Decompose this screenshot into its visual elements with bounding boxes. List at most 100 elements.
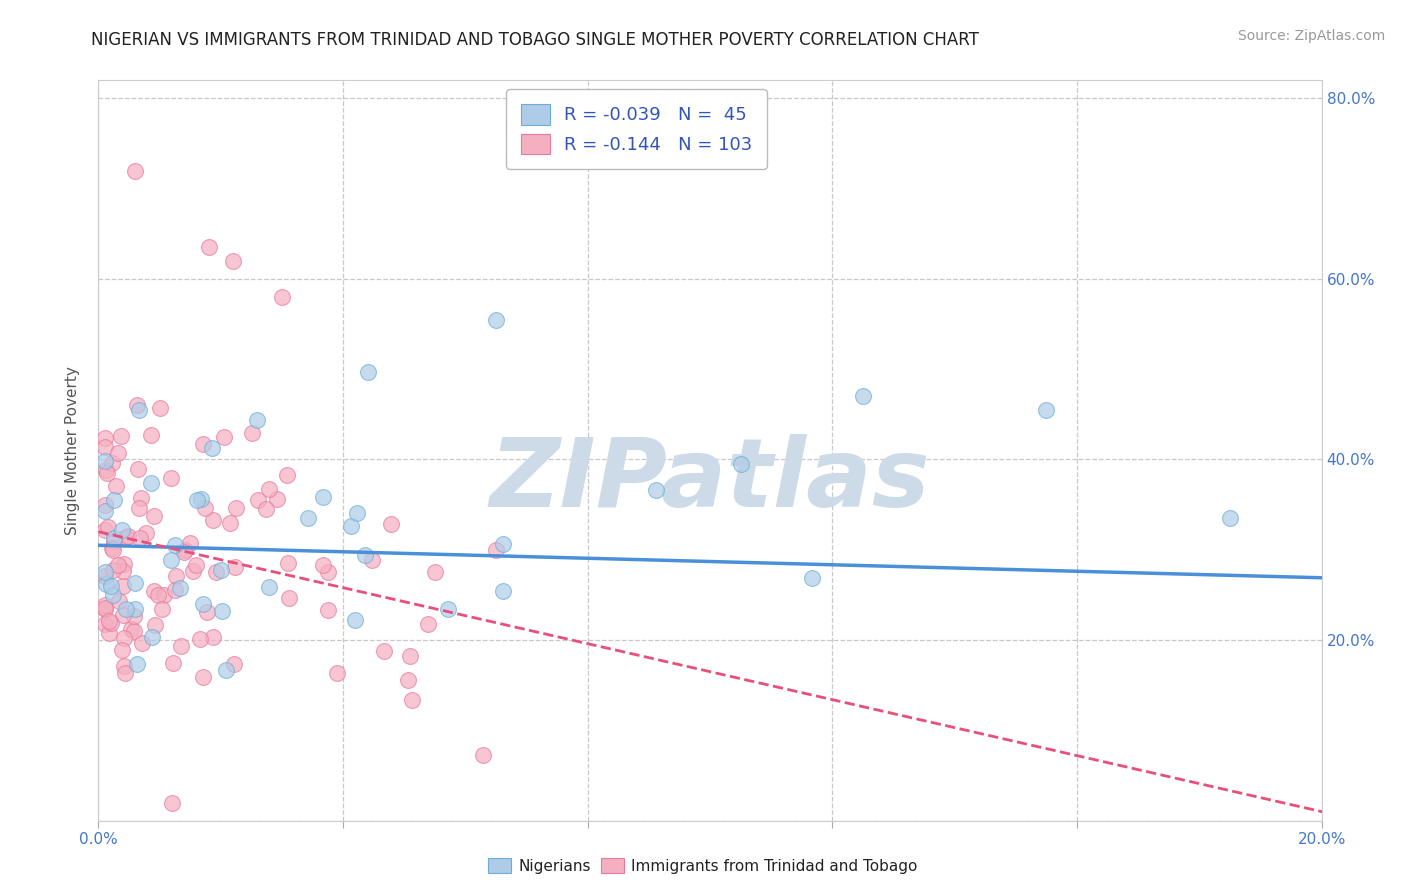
Point bbox=[93, 602, 115, 616]
Point bbox=[270, 290, 292, 304]
Point bbox=[491, 584, 513, 599]
Text: ZIPatlas: ZIPatlas bbox=[489, 434, 931, 526]
Point bbox=[240, 425, 263, 440]
Point bbox=[179, 535, 201, 549]
Point bbox=[94, 569, 117, 583]
Point bbox=[124, 576, 146, 591]
Point bbox=[318, 565, 340, 579]
Point bbox=[103, 588, 125, 602]
Point bbox=[111, 642, 134, 657]
Point bbox=[266, 491, 288, 506]
Point bbox=[94, 463, 117, 477]
Point bbox=[201, 441, 224, 455]
Point bbox=[472, 748, 495, 763]
Point bbox=[94, 440, 117, 454]
Point bbox=[139, 428, 162, 442]
Point bbox=[112, 608, 135, 623]
Point bbox=[218, 516, 240, 530]
Point bbox=[181, 564, 204, 578]
Point bbox=[128, 501, 150, 516]
Point bbox=[93, 565, 115, 579]
Point bbox=[165, 538, 187, 552]
Point bbox=[112, 579, 135, 593]
Point bbox=[215, 663, 238, 677]
Y-axis label: Single Mother Poverty: Single Mother Poverty bbox=[65, 366, 80, 535]
Point bbox=[143, 618, 166, 632]
Point bbox=[103, 492, 125, 507]
Point bbox=[97, 625, 120, 640]
Point bbox=[129, 491, 152, 505]
Point bbox=[190, 492, 212, 507]
Point bbox=[142, 584, 165, 599]
Point bbox=[124, 609, 146, 624]
Point bbox=[276, 468, 298, 483]
Point bbox=[93, 523, 115, 537]
Point bbox=[297, 510, 319, 524]
Point bbox=[111, 523, 134, 537]
Point bbox=[169, 581, 191, 595]
Point bbox=[101, 563, 124, 577]
Point bbox=[96, 466, 118, 480]
Point bbox=[1219, 511, 1241, 525]
Point bbox=[93, 453, 115, 467]
Point bbox=[93, 431, 115, 445]
Point bbox=[205, 565, 228, 579]
Point bbox=[191, 670, 214, 684]
Point bbox=[311, 558, 333, 572]
Legend: R = -0.039   N =  45, R = -0.144   N = 103: R = -0.039 N = 45, R = -0.144 N = 103 bbox=[506, 89, 766, 169]
Point bbox=[339, 519, 361, 533]
Point bbox=[380, 517, 402, 532]
Point bbox=[191, 597, 214, 611]
Point bbox=[112, 565, 135, 579]
Point bbox=[1035, 402, 1057, 417]
Point bbox=[277, 556, 299, 570]
Point bbox=[160, 470, 183, 484]
Point bbox=[257, 482, 280, 496]
Point bbox=[423, 566, 446, 580]
Point bbox=[93, 504, 115, 518]
Point bbox=[188, 632, 211, 646]
Point bbox=[214, 430, 236, 444]
Point bbox=[211, 604, 233, 618]
Point bbox=[160, 796, 183, 810]
Point bbox=[170, 639, 193, 653]
Point bbox=[129, 531, 152, 545]
Point bbox=[149, 401, 172, 416]
Point bbox=[142, 509, 165, 524]
Point bbox=[485, 542, 508, 557]
Point bbox=[107, 446, 129, 460]
Point bbox=[114, 665, 136, 680]
Point bbox=[101, 541, 124, 555]
Point bbox=[852, 389, 875, 403]
Point bbox=[201, 630, 224, 644]
Point bbox=[165, 569, 187, 583]
Point bbox=[197, 605, 219, 619]
Point bbox=[373, 644, 395, 658]
Point bbox=[257, 580, 280, 594]
Point bbox=[201, 513, 224, 527]
Point bbox=[316, 603, 339, 617]
Point bbox=[730, 457, 752, 471]
Point bbox=[97, 520, 120, 534]
Point bbox=[117, 529, 139, 543]
Point bbox=[127, 462, 149, 476]
Point bbox=[225, 501, 247, 516]
Point bbox=[103, 534, 125, 549]
Point bbox=[360, 553, 382, 567]
Point bbox=[173, 543, 195, 558]
Text: Source: ZipAtlas.com: Source: ZipAtlas.com bbox=[1237, 29, 1385, 43]
Legend: Nigerians, Immigrants from Trinidad and Tobago: Nigerians, Immigrants from Trinidad and … bbox=[482, 852, 924, 880]
Point bbox=[224, 560, 246, 574]
Point bbox=[141, 475, 163, 490]
Point bbox=[209, 563, 232, 577]
Point bbox=[125, 657, 148, 672]
Point bbox=[222, 253, 245, 268]
Point bbox=[120, 623, 142, 637]
Point bbox=[122, 624, 145, 639]
Point bbox=[124, 602, 146, 616]
Point bbox=[326, 665, 349, 680]
Point bbox=[312, 490, 335, 504]
Point bbox=[100, 615, 122, 630]
Point bbox=[485, 312, 508, 326]
Point bbox=[107, 558, 129, 572]
